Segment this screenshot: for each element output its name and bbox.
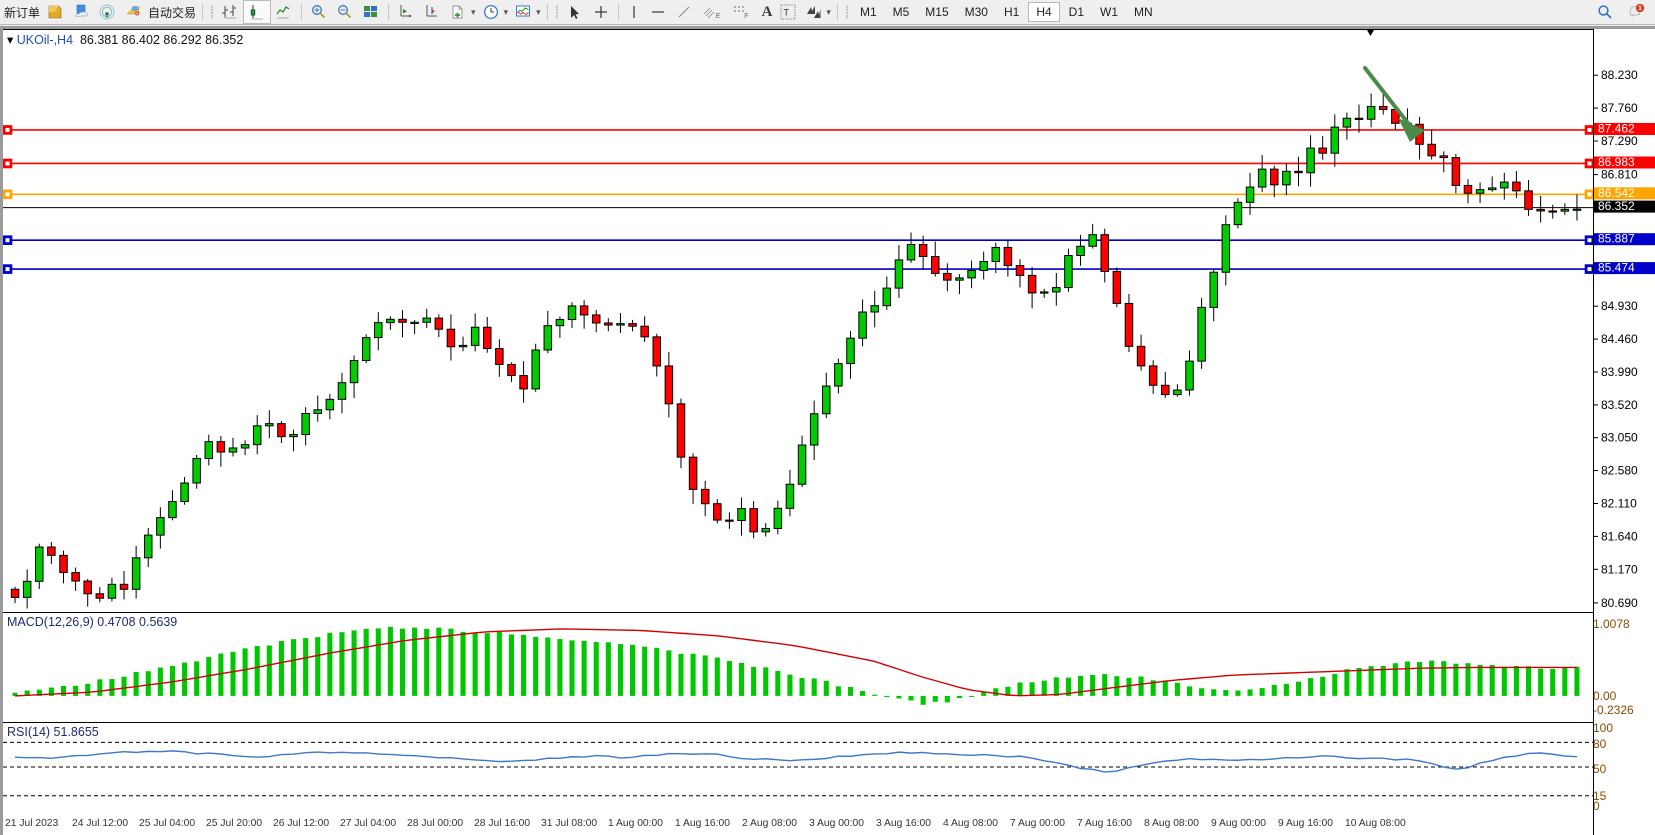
svg-text:86.542: 86.542	[1598, 186, 1635, 200]
svg-text:87.760: 87.760	[1601, 101, 1638, 115]
svg-text:84.930: 84.930	[1601, 299, 1638, 313]
svg-text:28 Jul 00:00: 28 Jul 00:00	[407, 818, 463, 829]
svg-text:87.462: 87.462	[1598, 122, 1635, 136]
svg-text:85.474: 85.474	[1598, 261, 1635, 275]
svg-text:86.983: 86.983	[1598, 155, 1635, 169]
svg-text:2 Aug 08:00: 2 Aug 08:00	[742, 818, 797, 829]
svg-text:80.690: 80.690	[1601, 596, 1638, 610]
svg-text:21 Jul 2023: 21 Jul 2023	[5, 818, 59, 829]
svg-text:7 Aug 16:00: 7 Aug 16:00	[1077, 818, 1132, 829]
svg-text:25 Jul 04:00: 25 Jul 04:00	[139, 818, 195, 829]
svg-text:26 Jul 12:00: 26 Jul 12:00	[273, 818, 329, 829]
svg-text:T: T	[784, 8, 790, 18]
svg-text:83.050: 83.050	[1601, 431, 1638, 445]
svg-text:81.170: 81.170	[1601, 562, 1638, 576]
svg-text:86.810: 86.810	[1601, 168, 1638, 182]
svg-text:27 Jul 04:00: 27 Jul 04:00	[340, 818, 396, 829]
svg-text:1 Aug 16:00: 1 Aug 16:00	[675, 818, 730, 829]
svg-text:1: 1	[1638, 5, 1642, 12]
svg-text:82.580: 82.580	[1601, 464, 1638, 478]
svg-text:9 Aug 16:00: 9 Aug 16:00	[1278, 818, 1333, 829]
svg-text:8 Aug 08:00: 8 Aug 08:00	[1144, 818, 1199, 829]
svg-text:3 Aug 16:00: 3 Aug 16:00	[876, 818, 931, 829]
svg-text:4 Aug 08:00: 4 Aug 08:00	[943, 818, 998, 829]
svg-text:28 Jul 16:00: 28 Jul 16:00	[474, 818, 530, 829]
svg-text:3 Aug 00:00: 3 Aug 00:00	[809, 818, 864, 829]
svg-text:24 Jul 12:00: 24 Jul 12:00	[72, 818, 128, 829]
svg-text:83.520: 83.520	[1601, 398, 1638, 412]
svg-text:86.352: 86.352	[1598, 199, 1635, 213]
svg-text:82.110: 82.110	[1601, 497, 1637, 511]
svg-text:1 Aug 00:00: 1 Aug 00:00	[608, 818, 663, 829]
svg-text:83.990: 83.990	[1601, 365, 1638, 379]
svg-text:84.460: 84.460	[1601, 332, 1638, 346]
svg-text:88.230: 88.230	[1601, 68, 1638, 82]
svg-text:25 Jul 20:00: 25 Jul 20:00	[206, 818, 262, 829]
svg-text:10 Aug 08:00: 10 Aug 08:00	[1345, 818, 1406, 829]
svg-text:31 Jul 08:00: 31 Jul 08:00	[541, 818, 597, 829]
svg-text:87.290: 87.290	[1601, 134, 1638, 148]
svg-text:85.887: 85.887	[1598, 232, 1635, 246]
svg-text:81.640: 81.640	[1601, 529, 1638, 543]
svg-text:7 Aug 00:00: 7 Aug 00:00	[1010, 818, 1065, 829]
svg-text:9 Aug 00:00: 9 Aug 00:00	[1211, 818, 1266, 829]
